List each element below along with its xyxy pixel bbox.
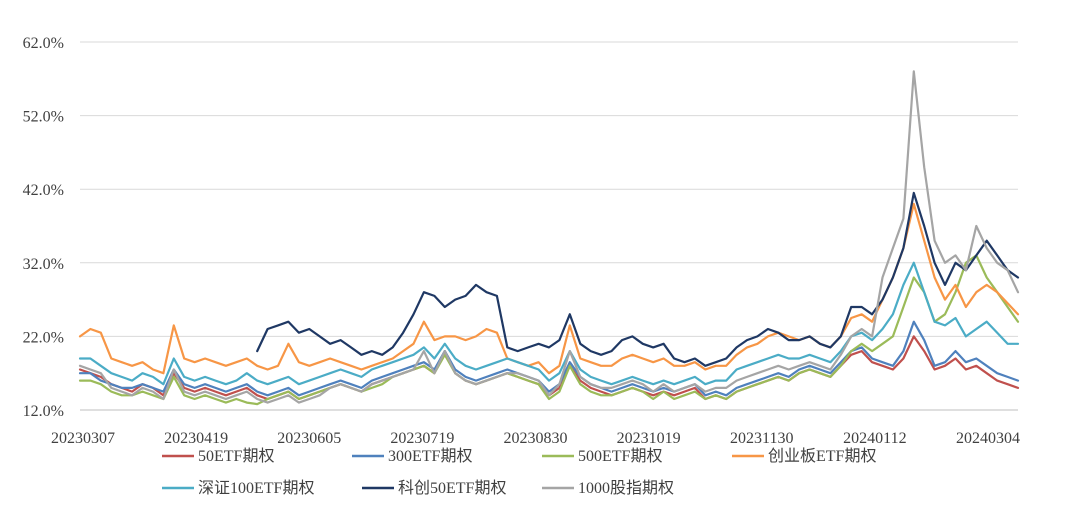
legend-label: 300ETF期权 (388, 447, 472, 465)
legend-label: 1000股指期权 (578, 479, 674, 497)
legend-label: 科创50ETF期权 (398, 479, 506, 497)
y-tick-label: 12.0% (23, 403, 64, 420)
series-line-6 (78, 70, 1020, 404)
y-axis-ticks: 12.0% 22.0% 32.0% 42.0% 52.0% 62.0% (23, 35, 64, 420)
y-tick-label: 42.0% (23, 182, 64, 199)
legend: 50ETF期权 300ETF期权 500ETF期权 创业板ETF期权深证100ETF期… (162, 447, 876, 497)
x-axis-ticks: 20230307 20230419 20230605 20230719 20230830… (51, 430, 1020, 447)
legend-item: 1000股指期权 (542, 479, 674, 497)
x-tick-label: 20231019 (617, 430, 681, 447)
y-tick-label: 62.0% (23, 35, 64, 52)
x-tick-label: 20230419 (164, 430, 228, 447)
x-tick-label: 20230605 (277, 430, 341, 447)
series-line-5 (256, 191, 1020, 367)
legend-item: 创业板ETF期权 (732, 447, 876, 465)
legend-label: 50ETF期权 (198, 447, 274, 465)
y-tick-label: 32.0% (23, 256, 64, 273)
legend-label: 500ETF期权 (578, 447, 662, 465)
series-line-3 (78, 202, 1020, 375)
legend-item: 500ETF期权 (542, 447, 662, 465)
x-tick-label: 20240304 (956, 430, 1020, 447)
gridlines (80, 41, 1018, 411)
legend-label: 创业板ETF期权 (768, 447, 876, 465)
legend-label: 深证100ETF期权 (198, 479, 314, 497)
x-tick-label: 20240112 (843, 430, 906, 447)
series-line-4 (78, 261, 1020, 386)
x-tick-label: 20230830 (504, 430, 568, 447)
x-tick-label: 20230307 (51, 430, 115, 447)
series-lines (78, 70, 1020, 406)
legend-item: 深证100ETF期权 (162, 479, 314, 497)
legend-item: 科创50ETF期权 (362, 479, 506, 497)
y-tick-label: 52.0% (23, 109, 64, 126)
series-line-2 (78, 254, 1020, 406)
legend-item: 50ETF期权 (162, 447, 274, 465)
x-tick-label: 20231130 (730, 430, 793, 447)
x-tick-label: 20230719 (390, 430, 454, 447)
series-line-1 (78, 320, 1020, 397)
y-tick-label: 22.0% (23, 329, 64, 346)
legend-item: 300ETF期权 (352, 447, 472, 465)
